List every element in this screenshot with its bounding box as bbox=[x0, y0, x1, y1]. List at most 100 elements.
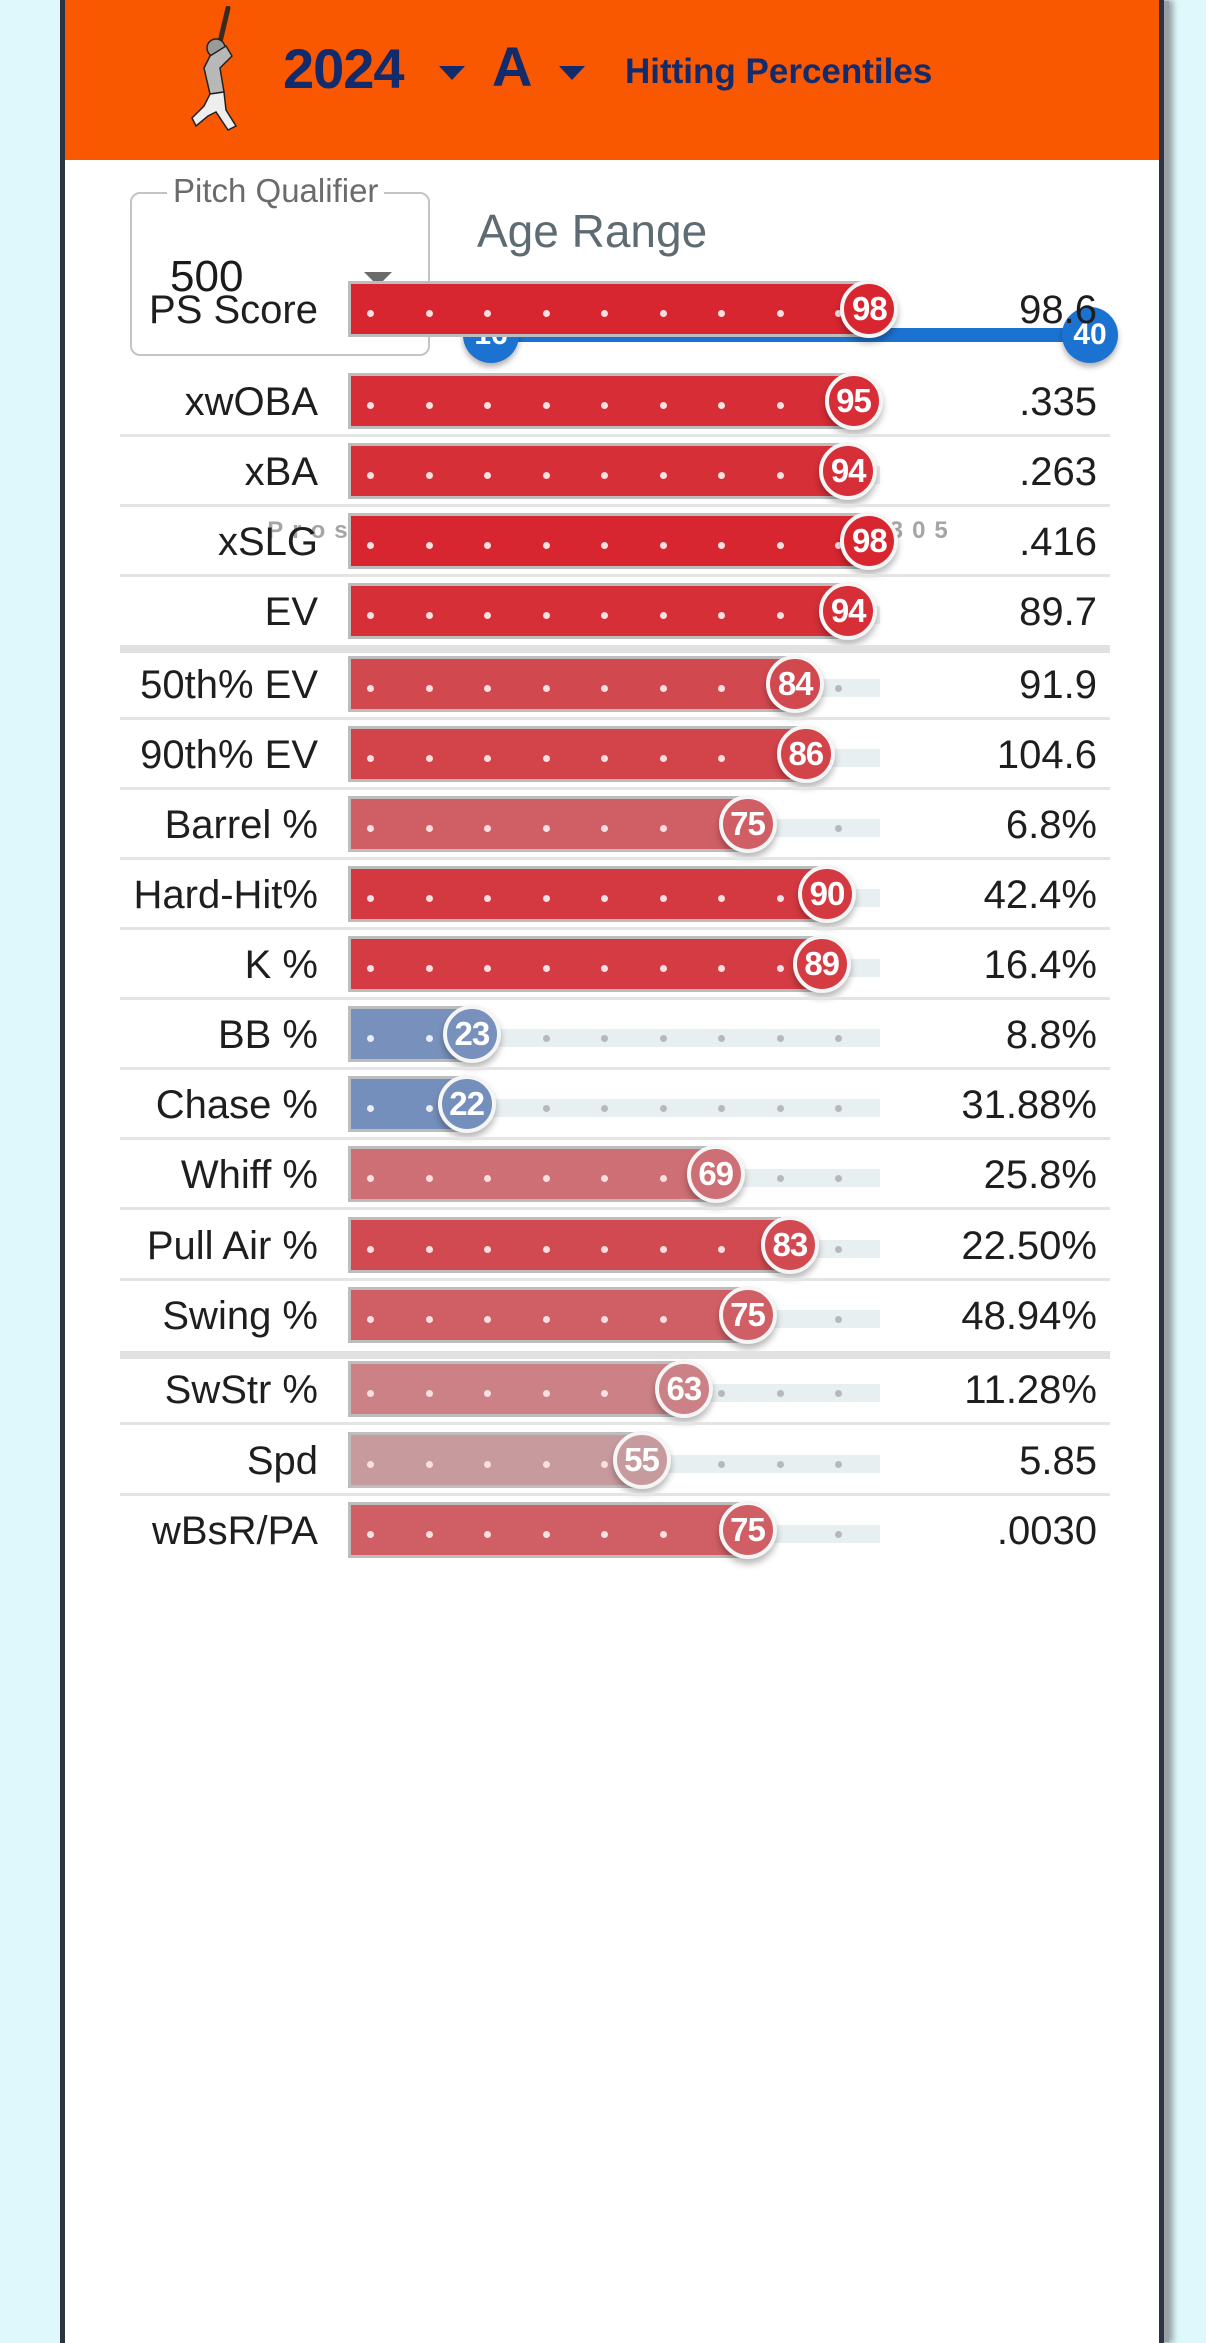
tick-mark bbox=[835, 1246, 842, 1253]
tick-mark bbox=[484, 1246, 491, 1253]
tick-mark bbox=[367, 895, 374, 902]
metric-value: 5.85 bbox=[1019, 1439, 1097, 1483]
percentile-bar bbox=[348, 796, 748, 852]
tick-mark bbox=[835, 1316, 842, 1323]
row-divider bbox=[120, 857, 1110, 860]
table-row: EV 94 89.7 bbox=[65, 576, 1159, 646]
table-row: Barrel % 75 6.8% bbox=[65, 789, 1159, 859]
metric-label: Swing % bbox=[162, 1294, 318, 1338]
metric-label: Pull Air % bbox=[146, 1224, 318, 1268]
tick-mark bbox=[425, 472, 433, 479]
percentile-bubble: 95 bbox=[824, 372, 883, 430]
header: 2024 A Hitting Percentiles bbox=[65, 0, 1159, 160]
table-row: xSLG 98 .416 bbox=[65, 506, 1159, 576]
metric-label: xBA bbox=[244, 450, 318, 494]
percentile-bar bbox=[348, 726, 806, 782]
tick-mark bbox=[425, 612, 433, 619]
tick-mark bbox=[367, 612, 374, 619]
tick-mark bbox=[776, 1175, 784, 1182]
table-row: Spd 55 5.85 bbox=[65, 1425, 1159, 1495]
tick-mark bbox=[425, 755, 433, 762]
table-row: BB % 23 8.8% bbox=[65, 999, 1159, 1069]
tick-mark bbox=[601, 1316, 608, 1323]
tick-mark bbox=[601, 402, 608, 409]
year-dropdown-icon[interactable] bbox=[439, 66, 465, 80]
table-row: PS Score 98 98.6 bbox=[65, 274, 1159, 344]
metric-value: 104.6 bbox=[996, 733, 1097, 777]
tick-mark bbox=[659, 1105, 667, 1112]
tick-mark bbox=[776, 1105, 784, 1112]
table-row: Chase % 22 31.88% bbox=[65, 1069, 1159, 1139]
tick-mark bbox=[718, 1246, 725, 1253]
tick-mark bbox=[484, 1316, 491, 1323]
metric-label: 90th% EV bbox=[140, 733, 318, 777]
tick-mark bbox=[659, 1316, 667, 1323]
tick-mark bbox=[425, 895, 433, 902]
tick-mark bbox=[542, 310, 550, 317]
tick-mark bbox=[425, 965, 433, 972]
pitch-qualifier-select[interactable]: Pitch Qualifier 500 bbox=[130, 172, 430, 356]
tick-mark bbox=[542, 542, 550, 549]
row-divider bbox=[120, 1207, 1110, 1210]
tick-mark bbox=[718, 755, 725, 762]
tick-mark bbox=[484, 402, 491, 409]
level-select[interactable]: A bbox=[492, 35, 533, 98]
metric-label: Hard-Hit% bbox=[133, 873, 318, 917]
tick-mark bbox=[601, 542, 608, 549]
level-dropdown-icon[interactable] bbox=[559, 66, 585, 80]
year-select[interactable]: 2024 bbox=[283, 37, 405, 100]
tick-mark bbox=[601, 895, 608, 902]
tick-mark bbox=[367, 965, 374, 972]
tick-mark bbox=[718, 472, 725, 479]
table-row: 50th% EV 84 91.9 bbox=[65, 649, 1159, 719]
percentile-bubble: 83 bbox=[760, 1216, 819, 1274]
tick-mark bbox=[542, 1175, 550, 1182]
tick-mark bbox=[367, 825, 374, 832]
percentile-bubble: 23 bbox=[442, 1005, 501, 1063]
tick-mark bbox=[542, 612, 550, 619]
tick-mark bbox=[835, 825, 842, 832]
row-divider bbox=[120, 1422, 1110, 1425]
percentile-bubble: 98 bbox=[840, 280, 899, 338]
percentile-bar bbox=[348, 1432, 642, 1488]
tick-mark bbox=[601, 612, 608, 619]
tick-mark bbox=[835, 1531, 842, 1538]
pitch-qualifier-value: 500 bbox=[170, 252, 244, 301]
tick-mark bbox=[835, 542, 842, 549]
table-row: Whiff % 69 25.8% bbox=[65, 1139, 1159, 1209]
tick-mark bbox=[776, 542, 784, 549]
tick-mark bbox=[659, 1035, 667, 1042]
row-divider bbox=[120, 1278, 1110, 1281]
table-row: Swing % 75 48.94% bbox=[65, 1280, 1159, 1350]
metric-label: SwStr % bbox=[164, 1368, 318, 1412]
tick-mark bbox=[484, 755, 491, 762]
table-row: Pull Air % 83 22.50% bbox=[65, 1210, 1159, 1280]
tick-mark bbox=[425, 1390, 433, 1397]
row-divider bbox=[120, 997, 1110, 1000]
tick-mark bbox=[542, 1105, 550, 1112]
tick-mark bbox=[484, 612, 491, 619]
tick-mark bbox=[659, 1246, 667, 1253]
metric-label: Barrel % bbox=[164, 803, 318, 847]
metric-value: 11.28% bbox=[964, 1368, 1097, 1412]
tick-mark bbox=[659, 1175, 667, 1182]
tick-mark bbox=[484, 542, 491, 549]
percentile-bubble: 90 bbox=[798, 865, 856, 923]
tick-mark bbox=[367, 310, 374, 317]
percentile-bar bbox=[348, 443, 849, 499]
tick-mark bbox=[425, 542, 433, 549]
tick-mark bbox=[367, 1246, 374, 1253]
tick-mark bbox=[835, 1390, 842, 1397]
tick-mark bbox=[835, 1105, 842, 1112]
tick-mark bbox=[601, 685, 608, 692]
tick-mark bbox=[542, 1461, 550, 1468]
tick-mark bbox=[484, 472, 491, 479]
tick-mark bbox=[484, 1175, 491, 1182]
tick-mark bbox=[367, 1531, 374, 1538]
tick-mark bbox=[718, 685, 725, 692]
age-max-thumb[interactable]: 40 bbox=[1062, 307, 1118, 363]
tick-mark bbox=[425, 685, 433, 692]
row-divider bbox=[120, 1067, 1110, 1070]
metric-value: .0030 bbox=[996, 1509, 1097, 1553]
tick-mark bbox=[718, 542, 725, 549]
